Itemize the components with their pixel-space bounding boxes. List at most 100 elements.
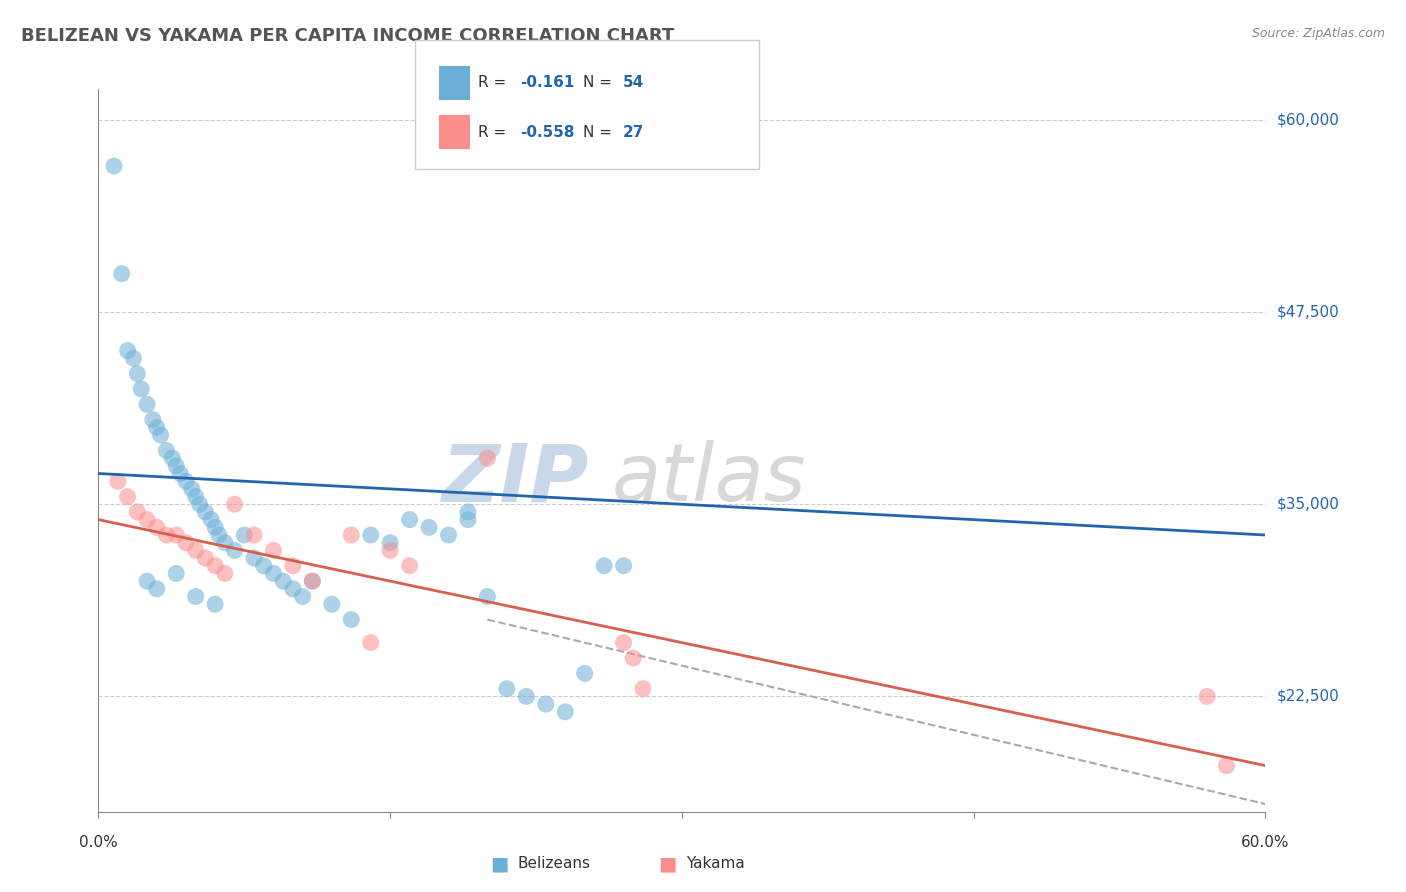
Point	[477, 451, 499, 466]
Point	[117, 490, 139, 504]
Point	[165, 566, 187, 581]
Point	[165, 458, 187, 473]
Text: 54: 54	[623, 76, 644, 90]
Point	[174, 474, 197, 488]
Point	[155, 443, 177, 458]
Point	[194, 551, 217, 566]
Text: Source: ZipAtlas.com: Source: ZipAtlas.com	[1251, 27, 1385, 40]
Text: 60.0%: 60.0%	[1241, 835, 1289, 850]
Text: $35,000: $35,000	[1277, 497, 1340, 512]
Point	[162, 451, 184, 466]
Point	[621, 651, 644, 665]
Point	[262, 543, 284, 558]
Point	[398, 558, 420, 573]
Point	[103, 159, 125, 173]
Point	[554, 705, 576, 719]
Text: $47,500: $47,500	[1277, 304, 1340, 319]
Point	[184, 590, 207, 604]
Point	[169, 467, 191, 481]
Point	[146, 520, 169, 534]
Point	[253, 558, 276, 573]
Point	[127, 367, 149, 381]
Text: ZIP: ZIP	[441, 441, 589, 518]
Text: -0.161: -0.161	[520, 76, 575, 90]
Point	[457, 505, 479, 519]
Point	[1215, 758, 1237, 772]
Point	[301, 574, 323, 588]
Point	[208, 528, 231, 542]
Text: -0.558: -0.558	[520, 125, 575, 139]
Point	[612, 558, 634, 573]
Point	[281, 582, 304, 596]
Point	[321, 597, 343, 611]
Text: 27: 27	[623, 125, 644, 139]
Text: N =: N =	[583, 125, 617, 139]
Point	[136, 513, 159, 527]
Point	[593, 558, 616, 573]
Point	[188, 497, 211, 511]
Point	[214, 535, 236, 549]
Point	[111, 267, 134, 281]
Text: BELIZEAN VS YAKAMA PER CAPITA INCOME CORRELATION CHART: BELIZEAN VS YAKAMA PER CAPITA INCOME COR…	[21, 27, 675, 45]
Point	[340, 613, 363, 627]
Point	[437, 528, 460, 542]
Point	[204, 520, 226, 534]
Point	[184, 490, 207, 504]
Point	[380, 535, 402, 549]
Text: $22,500: $22,500	[1277, 689, 1340, 704]
Point	[224, 543, 246, 558]
Point	[360, 528, 382, 542]
Point	[127, 505, 149, 519]
Point	[107, 474, 129, 488]
Point	[204, 597, 226, 611]
Point	[477, 590, 499, 604]
Point	[398, 513, 420, 527]
Point	[136, 574, 159, 588]
Point	[1195, 690, 1218, 704]
Point	[262, 566, 284, 581]
Point	[418, 520, 440, 534]
Point	[281, 558, 304, 573]
Point	[194, 505, 217, 519]
Point	[271, 574, 294, 588]
Point	[214, 566, 236, 581]
Point	[534, 697, 557, 711]
Point	[117, 343, 139, 358]
Point	[457, 513, 479, 527]
Text: N =: N =	[583, 76, 617, 90]
Point	[515, 690, 537, 704]
Point	[291, 590, 314, 604]
Text: $60,000: $60,000	[1277, 112, 1340, 128]
Point	[631, 681, 654, 696]
Point	[360, 635, 382, 649]
Point	[340, 528, 363, 542]
Point	[180, 482, 202, 496]
Point	[149, 428, 172, 442]
Point	[496, 681, 519, 696]
Point	[380, 543, 402, 558]
Point	[146, 582, 169, 596]
Text: 0.0%: 0.0%	[79, 835, 118, 850]
Point	[165, 528, 187, 542]
Point	[301, 574, 323, 588]
Point	[224, 497, 246, 511]
Point	[129, 382, 152, 396]
Point	[146, 420, 169, 434]
Point	[142, 413, 165, 427]
Text: ■: ■	[489, 854, 509, 873]
Point	[243, 551, 266, 566]
Text: Belizeans: Belizeans	[517, 856, 591, 871]
Text: Yakama: Yakama	[686, 856, 745, 871]
Point	[155, 528, 177, 542]
Text: atlas: atlas	[612, 441, 807, 518]
Point	[233, 528, 256, 542]
Text: ■: ■	[658, 854, 678, 873]
Text: R =: R =	[478, 125, 512, 139]
Point	[184, 543, 207, 558]
Point	[174, 535, 197, 549]
Point	[122, 351, 145, 366]
Point	[243, 528, 266, 542]
Point	[200, 513, 222, 527]
Point	[574, 666, 596, 681]
Point	[612, 635, 634, 649]
